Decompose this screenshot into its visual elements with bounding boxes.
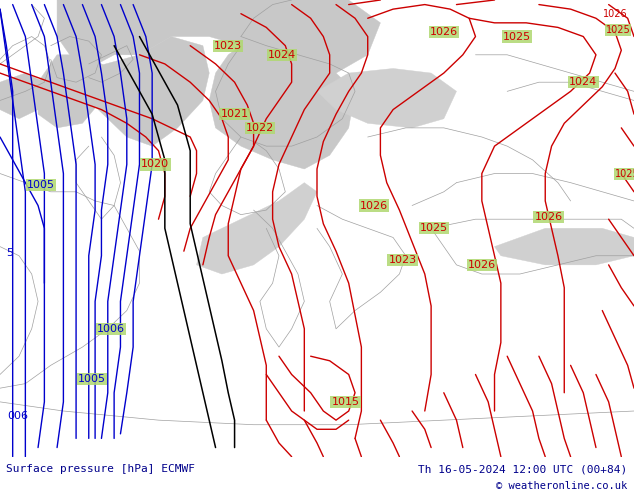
Text: 1022: 1022 — [246, 123, 274, 133]
Text: 1025: 1025 — [503, 31, 531, 42]
Text: 1024: 1024 — [569, 77, 597, 87]
Text: 1005: 1005 — [27, 180, 55, 190]
Text: 5: 5 — [6, 248, 13, 258]
Polygon shape — [209, 46, 355, 169]
Text: 1021: 1021 — [221, 109, 249, 119]
Text: 1026: 1026 — [468, 260, 496, 270]
Text: 1026: 1026 — [534, 212, 562, 222]
Text: 1006: 1006 — [97, 324, 125, 334]
Text: 1015: 1015 — [332, 397, 359, 407]
Polygon shape — [197, 183, 317, 274]
Text: 1024: 1024 — [268, 50, 296, 60]
Text: 1025: 1025 — [615, 169, 634, 178]
Polygon shape — [89, 37, 209, 146]
Text: 1025: 1025 — [420, 223, 448, 233]
Text: 1026: 1026 — [603, 9, 628, 19]
Text: 1025: 1025 — [605, 24, 631, 35]
Text: © weatheronline.co.uk: © weatheronline.co.uk — [496, 481, 628, 490]
Polygon shape — [495, 228, 634, 265]
Text: 1005: 1005 — [78, 374, 106, 384]
Text: 1026: 1026 — [430, 27, 458, 37]
Text: 006: 006 — [8, 411, 29, 420]
Text: Surface pressure [hPa] ECMWF: Surface pressure [hPa] ECMWF — [6, 465, 195, 474]
Text: 1026: 1026 — [360, 200, 388, 211]
Text: Th 16-05-2024 12:00 UTC (00+84): Th 16-05-2024 12:00 UTC (00+84) — [418, 465, 628, 474]
Text: 1023: 1023 — [214, 41, 242, 50]
Polygon shape — [57, 0, 380, 77]
Polygon shape — [0, 73, 44, 119]
Polygon shape — [38, 55, 108, 128]
Text: 1020: 1020 — [141, 159, 169, 170]
Text: 1023: 1023 — [389, 255, 417, 265]
Polygon shape — [317, 69, 456, 128]
